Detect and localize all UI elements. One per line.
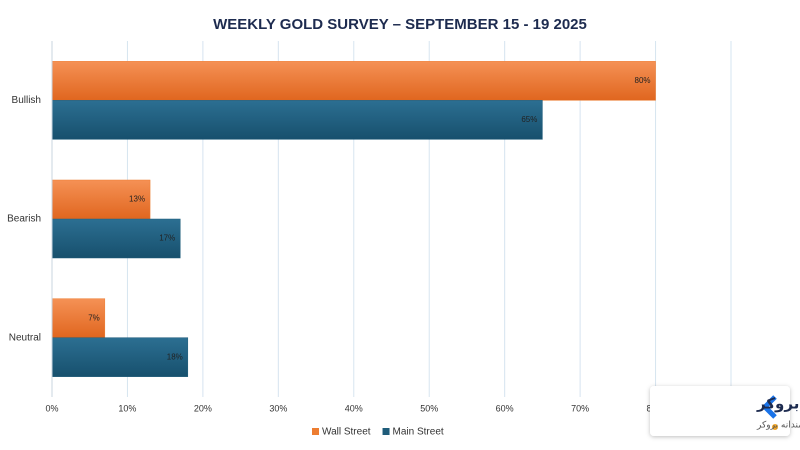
- watermark-dot: [772, 424, 778, 430]
- legend-label: Main Street: [393, 427, 444, 438]
- legend-swatch: [312, 428, 319, 435]
- y-tick-label: Bullish: [12, 95, 41, 106]
- value-label: 13%: [129, 195, 145, 204]
- chart-title: WEEKLY GOLD SURVEY – SEPTEMBER 15 - 19 2…: [213, 16, 587, 33]
- x-tick-label: 30%: [269, 403, 287, 413]
- watermark-icon: [762, 395, 777, 419]
- bar: [51, 337, 189, 377]
- x-tick-label: 20%: [194, 403, 212, 413]
- watermark: کدام بروکر انتخاب هوشمندانه بروکر: [650, 386, 800, 436]
- bar: [51, 298, 106, 338]
- watermark-title: کدام بروکر: [756, 395, 800, 413]
- y-tick-label: Neutral: [9, 332, 41, 343]
- value-label: 18%: [167, 352, 183, 361]
- x-tick-label: 70%: [571, 403, 589, 413]
- bar: [51, 218, 181, 259]
- y-tick-label: Bearish: [7, 214, 41, 225]
- value-label: 65%: [521, 115, 537, 124]
- bar: [51, 61, 656, 101]
- legend-label: Wall Street: [322, 427, 371, 438]
- legend-swatch: [382, 428, 390, 435]
- x-tick-label: 50%: [420, 403, 438, 413]
- x-tick-label: 0%: [45, 403, 58, 413]
- value-label: 80%: [635, 76, 651, 85]
- value-label: 7%: [88, 313, 100, 322]
- bar: [51, 100, 543, 140]
- value-label: 17%: [159, 234, 175, 243]
- x-tick-label: 10%: [118, 403, 136, 413]
- watermark-subtitle: انتخاب هوشمندانه بروکر: [756, 421, 800, 431]
- x-tick-label: 60%: [496, 403, 514, 413]
- watermark-box: [650, 386, 790, 436]
- x-tick-label: 40%: [345, 403, 363, 413]
